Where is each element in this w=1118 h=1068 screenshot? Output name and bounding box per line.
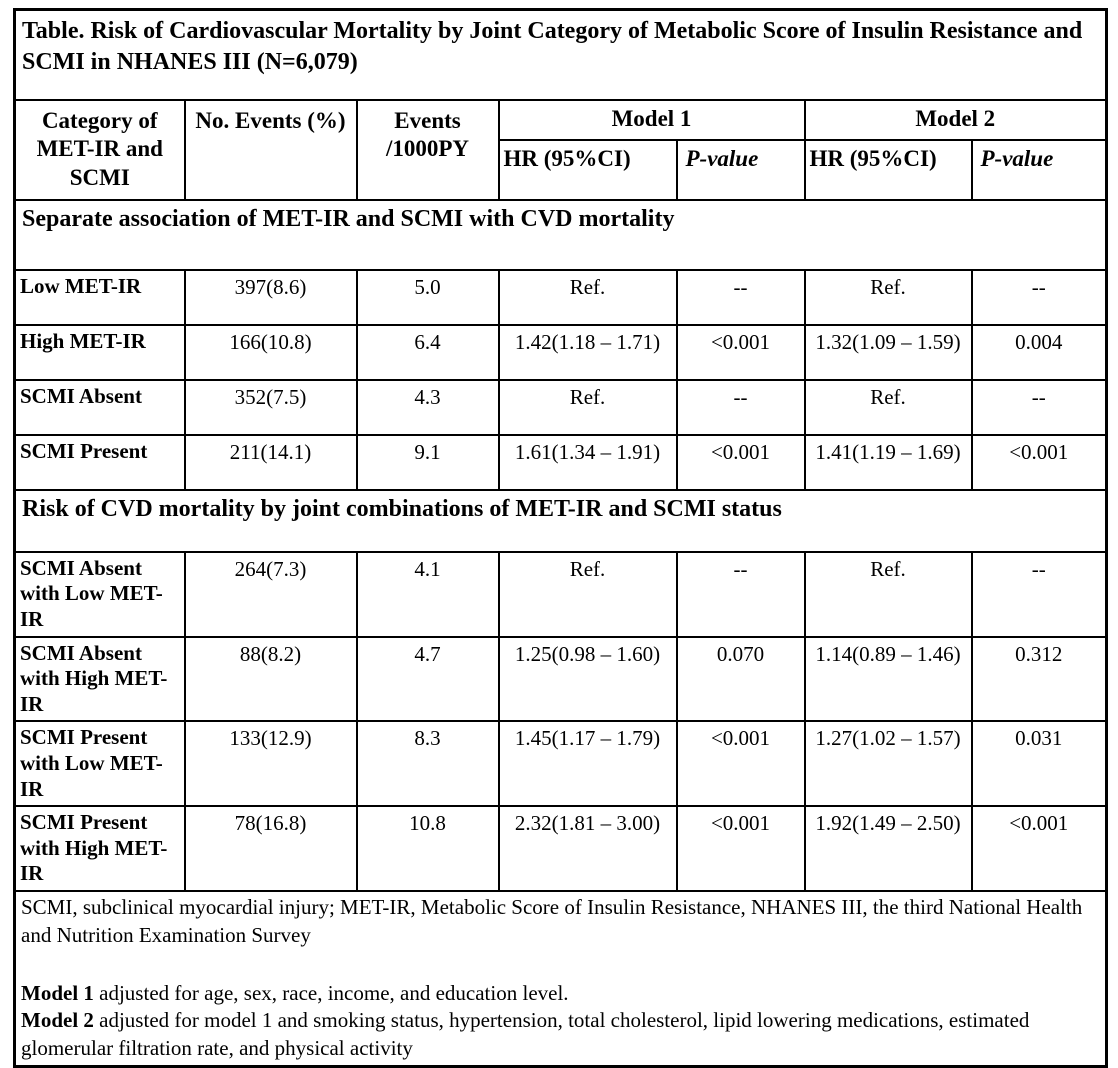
title-row: Table. Risk of Cardiovascular Mortality …	[13, 8, 1108, 101]
cell-model1-pvalue: --	[675, 268, 806, 326]
col-header-category: Category of MET-IR and SCMI	[13, 98, 186, 201]
cell-model1-pvalue: <0.001	[675, 805, 806, 893]
cell-model2-pvalue: --	[970, 268, 1108, 326]
cell-model1-hr: 1.25(0.98 – 1.60)	[497, 635, 678, 723]
table-row: SCMI Present with Low MET-IR 133(12.9) 8…	[13, 720, 1108, 808]
cell-model2-hr: Ref.	[803, 378, 973, 436]
cell-events-py: 5.0	[355, 268, 500, 326]
cell-model2-pvalue: 0.312	[970, 635, 1108, 723]
cell-events-py: 4.3	[355, 378, 500, 436]
footnote-model1: Model 1 adjusted for age, sex, race, inc…	[21, 980, 1097, 1008]
cell-events-py: 9.1	[355, 433, 500, 491]
table-row: SCMI Present with High MET-IR 78(16.8) 1…	[13, 805, 1108, 893]
cell-no-events: 352(7.5)	[183, 378, 358, 436]
cell-model2-hr: Ref.	[803, 550, 973, 638]
footnote-abbreviations: SCMI, subclinical myocardial injury; MET…	[21, 895, 1083, 947]
cell-model2-pvalue: <0.001	[970, 433, 1108, 491]
cell-events-py: 8.3	[355, 720, 500, 808]
cell-model1-hr: 1.61(1.34 – 1.91)	[497, 433, 678, 491]
footnote-model1-text: adjusted for age, sex, race, income, and…	[93, 980, 569, 1005]
cell-no-events: 166(10.8)	[183, 323, 358, 381]
cell-category: SCMI Absent	[13, 378, 186, 436]
cell-category: SCMI Present	[13, 433, 186, 491]
cell-no-events: 211(14.1)	[183, 433, 358, 491]
cell-model1-pvalue: 0.070	[675, 635, 806, 723]
cell-model1-pvalue: <0.001	[675, 433, 806, 491]
cell-model2-hr: 1.14(0.89 – 1.46)	[803, 635, 973, 723]
cell-model1-hr: Ref.	[497, 268, 678, 326]
cell-model1-hr: Ref.	[497, 550, 678, 638]
cell-model2-pvalue: 0.004	[970, 323, 1108, 381]
cell-model1-hr: Ref.	[497, 378, 678, 436]
header-row-2: HR (95%CI) P-value HR (95%CI) P-value	[15, 138, 1108, 201]
cell-model2-hr: 1.27(1.02 – 1.57)	[803, 720, 973, 808]
table-row: SCMI Absent with High MET-IR 88(8.2) 4.7…	[13, 635, 1108, 723]
cell-events-py: 4.1	[355, 550, 500, 638]
table-row: High MET-IR 166(10.8) 6.4 1.42(1.18 – 1.…	[13, 323, 1108, 381]
cell-events-py: 4.7	[355, 635, 500, 723]
cell-model2-hr: 1.92(1.49 – 2.50)	[803, 805, 973, 893]
cell-category: High MET-IR	[13, 323, 186, 381]
cell-model1-hr: 1.45(1.17 – 1.79)	[497, 720, 678, 808]
footnote-model2-text: adjusted for model 1 and smoking status,…	[21, 1008, 1030, 1060]
cell-category: Low MET-IR	[13, 268, 186, 326]
footnote-spacer	[21, 950, 1097, 980]
cell-category: SCMI Present with Low MET-IR	[13, 720, 186, 808]
col-header-pvalue-model1: P-value	[675, 138, 806, 201]
cell-no-events: 397(8.6)	[183, 268, 358, 326]
table-title: Table. Risk of Cardiovascular Mortality …	[13, 8, 1108, 101]
cell-model1-hr: 1.42(1.18 – 1.71)	[497, 323, 678, 381]
cell-events-py: 10.8	[355, 805, 500, 893]
col-header-pvalue-model2: P-value	[970, 138, 1108, 201]
cell-model1-pvalue: --	[675, 550, 806, 638]
cell-no-events: 78(16.8)	[183, 805, 358, 893]
col-header-model1: Model 1	[497, 98, 806, 141]
cell-model2-hr: 1.41(1.19 – 1.69)	[803, 433, 973, 491]
cell-model1-pvalue: <0.001	[675, 323, 806, 381]
cell-model2-hr: 1.32(1.09 – 1.59)	[803, 323, 973, 381]
footnote-model2: Model 2 adjusted for model 1 and smoking…	[21, 1007, 1097, 1062]
cell-no-events: 88(8.2)	[183, 635, 358, 723]
cell-no-events: 264(7.3)	[183, 550, 358, 638]
cell-category: SCMI Present with High MET-IR	[13, 805, 186, 893]
table-row: SCMI Absent 352(7.5) 4.3 Ref. -- Ref. --	[13, 378, 1108, 436]
cell-model1-hr: 2.32(1.81 – 3.00)	[497, 805, 678, 893]
col-header-no-events: No. Events (%)	[183, 98, 358, 201]
cell-no-events: 133(12.9)	[183, 720, 358, 808]
cell-model2-pvalue: <0.001	[970, 805, 1108, 893]
cell-model2-pvalue: 0.031	[970, 720, 1108, 808]
cell-model2-pvalue: --	[970, 550, 1108, 638]
cell-model1-pvalue: <0.001	[675, 720, 806, 808]
cell-model2-hr: Ref.	[803, 268, 973, 326]
section-heading-row: Risk of CVD mortality by joint combinati…	[13, 488, 1108, 553]
section-heading-separate: Separate association of MET-IR and SCMI …	[13, 198, 1108, 271]
section-heading-row: Separate association of MET-IR and SCMI …	[13, 198, 1108, 271]
cell-category: SCMI Absent with Low MET-IR	[13, 550, 186, 638]
col-header-hr-model2: HR (95%CI)	[803, 138, 973, 201]
footnote-model2-label: Model 2	[21, 1008, 94, 1033]
col-header-hr-model1: HR (95%CI)	[497, 138, 678, 201]
table-row: SCMI Present 211(14.1) 9.1 1.61(1.34 – 1…	[13, 433, 1108, 491]
section-heading-joint: Risk of CVD mortality by joint combinati…	[13, 488, 1108, 553]
table-row: SCMI Absent with Low MET-IR 264(7.3) 4.1…	[13, 550, 1108, 638]
cell-events-py: 6.4	[355, 323, 500, 381]
cell-model1-pvalue: --	[675, 378, 806, 436]
cell-category: SCMI Absent with High MET-IR	[13, 635, 186, 723]
mortality-risk-table: Table. Risk of Cardiovascular Mortality …	[13, 8, 1109, 1068]
col-header-model2: Model 2	[803, 98, 1108, 141]
header-row-1: Category of MET-IR and SCMI No. Events (…	[13, 98, 1108, 201]
footnote-row: SCMI, subclinical myocardial injury; MET…	[13, 890, 1108, 1068]
footnote-cell: SCMI, subclinical myocardial injury; MET…	[13, 890, 1108, 1068]
cell-model2-pvalue: --	[970, 378, 1108, 436]
footnote-model1-label: Model 1	[21, 980, 94, 1005]
col-header-events-py: Events /1000PY	[355, 98, 500, 201]
table-row: Low MET-IR 397(8.6) 5.0 Ref. -- Ref. --	[13, 268, 1108, 326]
